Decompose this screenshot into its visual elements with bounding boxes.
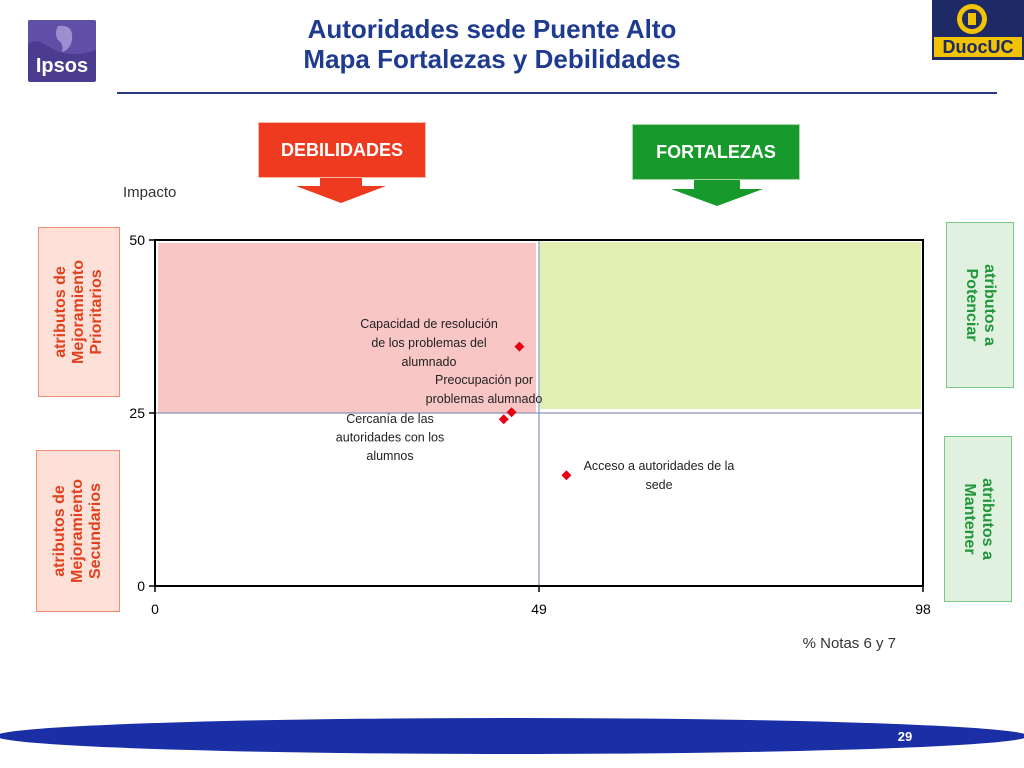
data-label: alumnado [402,355,457,369]
data-point [498,414,509,425]
side-label-mantener: atributos a Mantener [944,436,1012,602]
fortalezas-label: FORTALEZAS [632,124,800,180]
fortalezas-arrow-icon [671,178,763,206]
y-tick-label: 25 [129,405,145,421]
data-label: Cercanía de las [346,412,434,426]
data-label: Preocupación por [435,373,533,387]
x-axis-label: % Notas 6 y 7 [803,635,896,652]
quadrant-fortalezas [540,242,921,409]
data-point [561,470,572,481]
page-title: Autoridades sede Puente Alto Mapa Fortal… [200,14,784,74]
ipsos-logo: Ipsos [28,20,96,82]
quadrant-debilidades [158,243,536,413]
data-point [506,407,517,418]
footer-bar [0,718,1024,754]
side-label-potenciar: atributos a Potenciar [946,222,1014,388]
data-point [514,341,525,352]
data-label: sede [645,478,672,492]
side-label-prioritarios: atributos de Mejoramiento Prioritarios [38,227,120,397]
x-tick-label: 98 [915,601,931,617]
ipsos-logo-text: Ipsos [35,55,89,77]
y-tick-label: 50 [129,232,145,248]
x-tick-label: 0 [151,601,159,617]
data-label: problemas alumnado [426,392,543,406]
data-label: de los problemas del [371,336,486,350]
title-divider [117,92,997,94]
data-label: Acceso a autoridades de la [584,459,735,473]
y-axis-label: Impacto [123,184,176,201]
title-line-1: Autoridades sede Puente Alto [307,14,677,44]
debilidades-label: DEBILIDADES [258,122,426,178]
duoc-logo-text: DuocUC [934,37,1022,57]
data-label: alumnos [366,449,413,463]
title-line-2: Mapa Fortalezas y Debilidades [303,44,681,74]
x-tick-label: 49 [531,601,547,617]
y-tick-label: 0 [137,578,145,594]
page-number: 29 [897,729,913,744]
duoc-logo: DuocUC [932,0,1024,60]
data-label: autoridades con los [336,431,444,445]
ipsos-face-icon [28,20,96,55]
debilidades-arrow-icon [296,176,386,203]
data-label: Capacidad de resolución [360,317,498,331]
side-label-secundarios: atributos de Mejoramiento Secundarios [36,450,120,612]
duoc-crest-icon [957,4,987,34]
